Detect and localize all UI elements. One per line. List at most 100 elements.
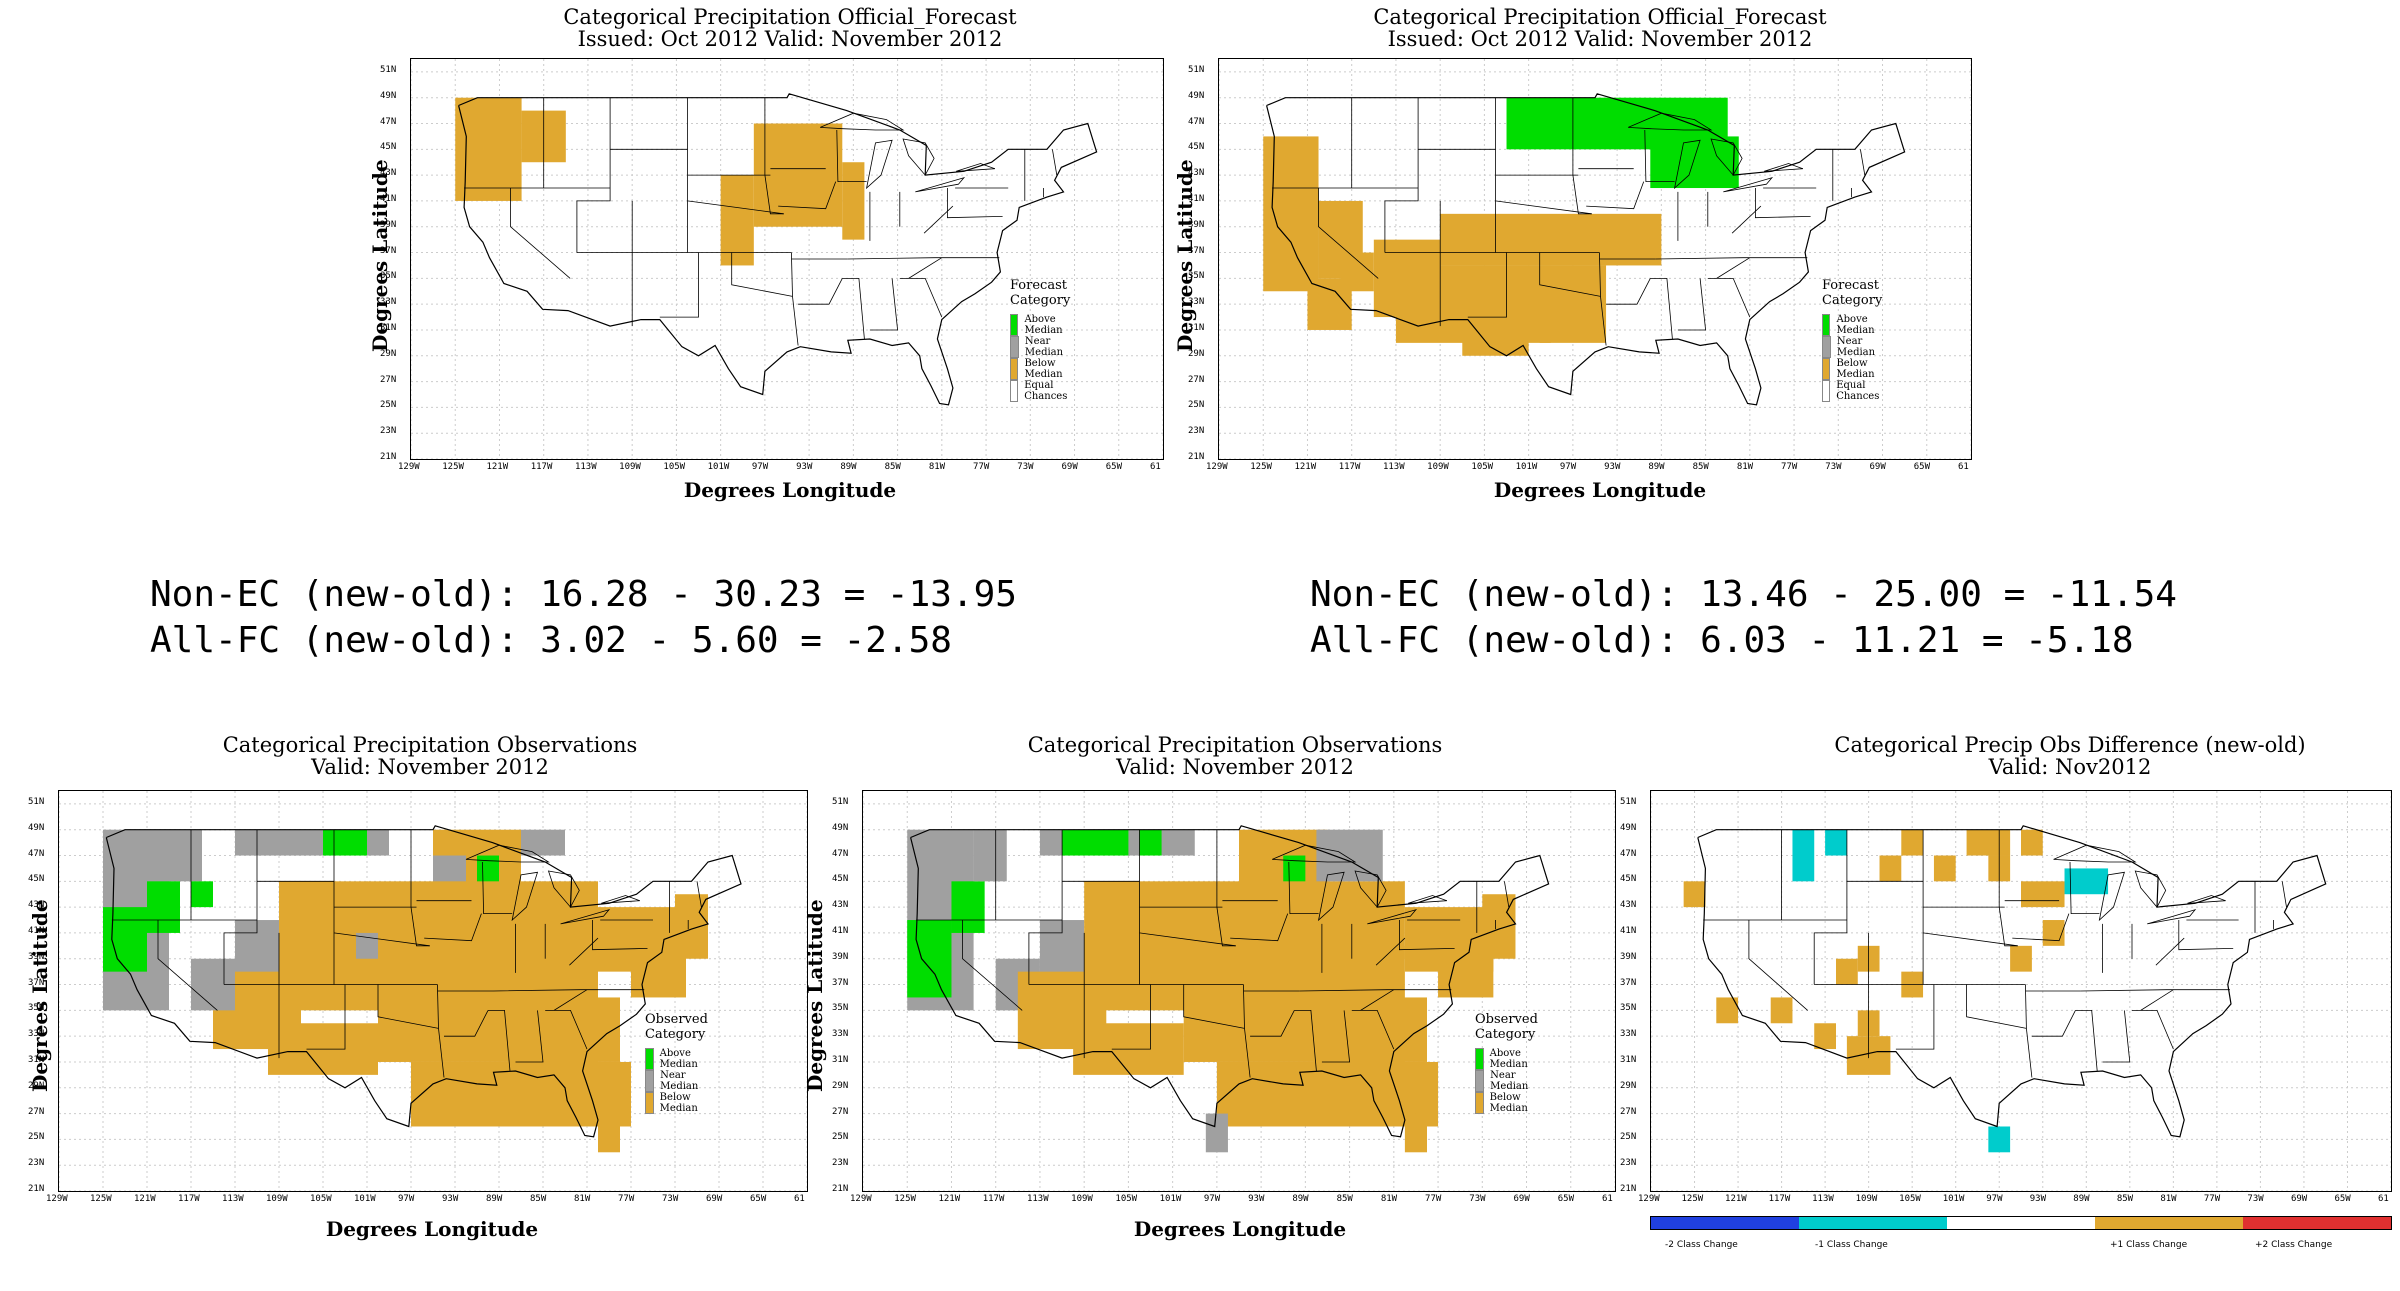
category-cell-above [477,855,499,882]
category-cell-below [842,162,865,240]
lon-tick-label: 65W [2334,1194,2351,1204]
lon-tick-label: 81W [574,1194,591,1204]
lat-tick-label: 29N [1620,1080,1637,1091]
state-border [1375,937,1406,966]
lat-tick-label: 51N [28,796,45,807]
state-border [1966,984,2027,1029]
lat-tick-label: 33N [1620,1029,1637,1040]
state-border [424,913,482,942]
state-border [1599,252,1607,346]
state-border [545,1010,588,1050]
lon-tick-label: 113W [1812,1194,1834,1204]
lon-tick-label: 97W [1203,1194,1221,1204]
lat-tick-label: 45N [832,874,849,885]
state-border [1731,205,1762,234]
state-border [1183,984,1245,1029]
colorbar-label: +2 Class Change [2255,1240,2333,1250]
lat-tick-label: 47N [28,848,45,859]
lon-tick-label: 73W [1825,462,1842,472]
lat-tick-label: 21N [1620,1184,1637,1194]
state-border [510,188,571,279]
lon-tick-label: 73W [1017,462,1034,472]
lake-outline [1408,895,1448,904]
lon-tick-label: 61 [1958,462,1969,472]
lon-tick-label: 77W [618,1194,635,1204]
state-border [1111,984,1151,1050]
lon-tick-label: 65W [1105,462,1123,472]
state-border [2069,861,2100,914]
state-border [836,129,867,182]
lat-tick-label: 27N [832,1106,849,1117]
lat-tick-label: 21N [380,452,397,462]
lon-tick-label: 77W [1425,1194,1442,1204]
country-outline [105,825,742,1138]
state-border [1318,188,1379,279]
category-cell-near [1205,1113,1228,1153]
state-border [947,188,1003,219]
state-border [899,278,943,318]
lon-tick-label: 109W [1855,1194,1878,1204]
category-cell-below [2042,920,2065,946]
map-title: Categorical Precip Obs Difference (new-o… [1834,733,2306,779]
lon-tick-label: 73W [662,1194,679,1204]
lon-tick-label: 89W [840,462,857,472]
country-outline [458,93,1098,406]
state-border [2080,989,2230,992]
lat-tick-label: 33N [380,297,397,308]
lon-tick-label: 77W [1781,462,1798,472]
category-cell-below [2021,829,2043,856]
lat-tick-label: 51N [1188,64,1205,75]
lat-tick-label: 37N [380,245,397,256]
state-border [847,257,1000,260]
lat-tick-label: 41N [1188,193,1205,204]
state-border [2102,1010,2131,1063]
state-border [444,1010,489,1037]
lat-tick-label: 31N [28,1054,45,1065]
state-border [1384,97,1419,253]
legend: Observed Category Above Median Near Medi… [1475,1012,1538,1114]
lon-tick-label: 129W [850,1194,872,1204]
state-border [1748,920,1808,1011]
state-border [333,932,430,947]
lon-tick-label: 121W [1725,1194,1747,1204]
lake-outline [601,895,640,904]
lon-tick-label: 97W [398,1194,415,1204]
state-border [798,278,843,305]
lon-tick-label: 61 [794,1194,805,1204]
lat-tick-label: 43N [1188,168,1205,179]
lon-tick-label: 61 [1150,462,1161,472]
category-cell-near [521,829,565,856]
state-border [842,278,865,340]
state-border [157,920,218,1011]
lat-tick-label: 23N [380,426,397,437]
lon-tick-label: 89W [486,1194,503,1204]
category-cell-near [356,932,378,959]
lat-tick-label: 43N [832,900,849,911]
lat-tick-label: 25N [380,400,397,411]
lon-tick-label: 121W [134,1194,156,1204]
lon-tick-label: 61 [1602,1194,1613,1204]
lat-tick-label: 35N [832,1003,849,1014]
state-border [1139,932,1236,947]
lat-tick-label: 41N [380,193,397,204]
lon-tick-label: 69W [1869,462,1886,472]
lat-tick-label: 29N [1188,348,1205,359]
category-cell-above [1650,136,1739,189]
us-map [1651,791,2391,1191]
lon-tick-label: 69W [706,1194,723,1204]
lat-tick-label: 41N [28,925,45,936]
state-border [1716,257,1751,279]
lake-outline [2134,870,2167,908]
lake-outline [1628,112,1713,131]
category-cell-cyan [1792,829,1815,882]
lon-tick-label: 69W [2290,1194,2308,1204]
lake-outline [1764,163,1804,172]
lat-tick-label: 39N [1188,219,1205,230]
category-cell-below [1263,136,1319,292]
state-border [2132,1010,2174,1050]
lat-tick-label: 35N [380,271,397,282]
lon-tick-label: 97W [1986,1194,2003,1204]
state-border [2178,920,2234,951]
state-border [2031,1010,2076,1037]
state-border [1230,913,1289,942]
